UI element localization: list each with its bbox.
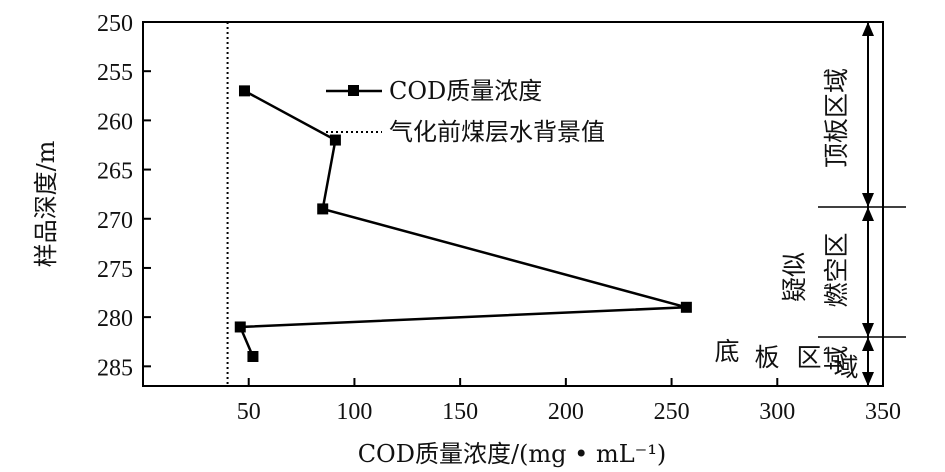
zone-floor-char-4: 域 xyxy=(833,353,858,382)
y-tick-label: 270 xyxy=(97,208,133,234)
y-axis: 250 255 260 265 270 275 280 285 xyxy=(97,11,151,381)
x-tick-label: 250 xyxy=(654,399,690,425)
legend-reference-label: 气化前煤层水背景值 xyxy=(389,118,605,146)
y-tick-label: 280 xyxy=(97,306,133,332)
zone-floor-arrow-up-icon xyxy=(862,337,874,351)
zone-floor-char-2: 板 xyxy=(754,343,779,372)
y-tick-label: 285 xyxy=(97,355,133,381)
zone-cavity-arrow-down-icon xyxy=(862,323,874,337)
legend: COD质量浓度 气化前煤层水背景值 xyxy=(326,77,605,146)
series-layer xyxy=(234,85,692,362)
x-tick-label: 100 xyxy=(336,399,372,425)
x-tick-label: 50 xyxy=(237,399,261,425)
x-tick-label: 200 xyxy=(548,399,584,425)
y-tick-label: 260 xyxy=(97,109,133,135)
x-tick-label: 150 xyxy=(442,399,478,425)
data-point-marker xyxy=(329,134,341,146)
x-axis: 50 100 150 200 250 300 350 xyxy=(237,378,901,425)
data-point-marker xyxy=(317,203,329,215)
legend-series-label: COD质量浓度 xyxy=(389,77,542,105)
zone-floor-char-3: 区 xyxy=(796,343,821,372)
zone-cavity-label-line1: 疑似 xyxy=(780,252,809,302)
legend-series-marker xyxy=(348,85,359,96)
x-tick-label: 350 xyxy=(865,399,901,425)
plot-frame xyxy=(142,21,884,387)
x-axis-title: COD质量浓度/(mg • mL⁻¹) xyxy=(358,440,667,468)
zone-roof-arrow-up-icon xyxy=(862,22,874,36)
y-tick-label: 265 xyxy=(97,159,133,185)
data-point-marker xyxy=(680,301,692,313)
y-tick-label: 255 xyxy=(97,60,133,86)
zone-roof-arrow-down-icon xyxy=(862,193,874,207)
y-axis-title: 样品深度/m xyxy=(32,140,60,267)
zone-annotations: 顶板区域 疑似 燃空区 域 底 板 区 域 xyxy=(714,22,906,386)
data-point-marker xyxy=(247,350,259,362)
y-tick-label: 250 xyxy=(97,11,133,37)
data-point-marker xyxy=(238,85,250,97)
data-point-marker xyxy=(234,321,246,333)
zone-roof-label: 顶板区域 xyxy=(822,68,851,168)
x-tick-label: 300 xyxy=(759,399,795,425)
zone-floor-arrow-down-icon xyxy=(862,372,874,386)
zone-cavity-label-tail: 域 xyxy=(822,345,851,370)
zone-cavity-label-line2: 燃空区 xyxy=(822,232,851,307)
zone-floor-char-1: 底 xyxy=(714,337,739,366)
y-tick-label: 275 xyxy=(97,257,133,283)
zone-cavity-arrow-up-icon xyxy=(862,207,874,221)
